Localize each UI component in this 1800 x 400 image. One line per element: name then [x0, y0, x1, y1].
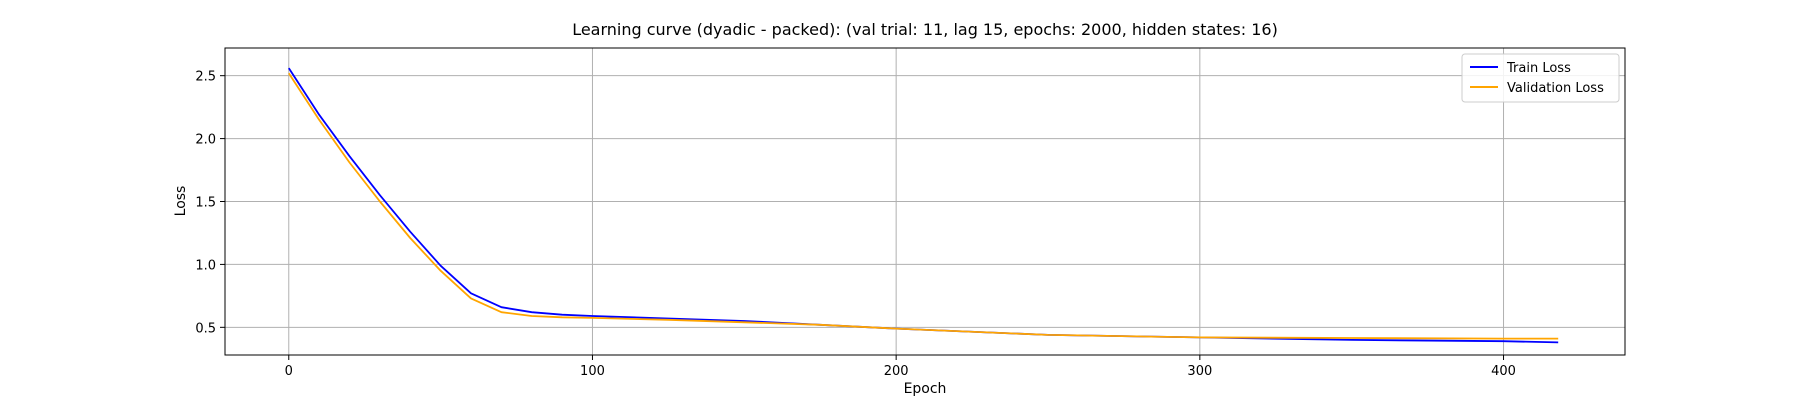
x-tick-label: 200: [884, 364, 909, 379]
series-lines: [288, 67, 1559, 344]
x-axis-label: Epoch: [904, 381, 947, 397]
y-tick-label: 2.5: [195, 70, 216, 85]
x-tick-label: 400: [1491, 364, 1516, 379]
x-tick-label: 100: [580, 364, 605, 379]
series-line-validation-loss: [288, 72, 1559, 340]
x-tick-label: 0: [285, 364, 293, 379]
y-tick-label: 1.5: [195, 196, 216, 211]
legend: Train Loss Validation Loss: [1461, 53, 1620, 103]
chart-title: Learning curve (dyadic - packed): (val t…: [572, 20, 1278, 39]
grid-lines: [225, 48, 1625, 355]
x-tick-label: 300: [1187, 364, 1212, 379]
y-tick-label: 1.0: [195, 258, 216, 273]
axis-ticks: 0 100 200 300 400 0.5 1.0 1.5 2.0 2.5: [195, 70, 1516, 379]
y-axis-label: Loss: [173, 186, 189, 217]
legend-label-validation-loss: Validation Loss: [1507, 81, 1604, 96]
y-tick-label: 2.0: [195, 133, 216, 148]
legend-label-train-loss: Train Loss: [1506, 61, 1571, 76]
legend-box: [1461, 53, 1620, 103]
y-tick-label: 0.5: [195, 321, 216, 336]
